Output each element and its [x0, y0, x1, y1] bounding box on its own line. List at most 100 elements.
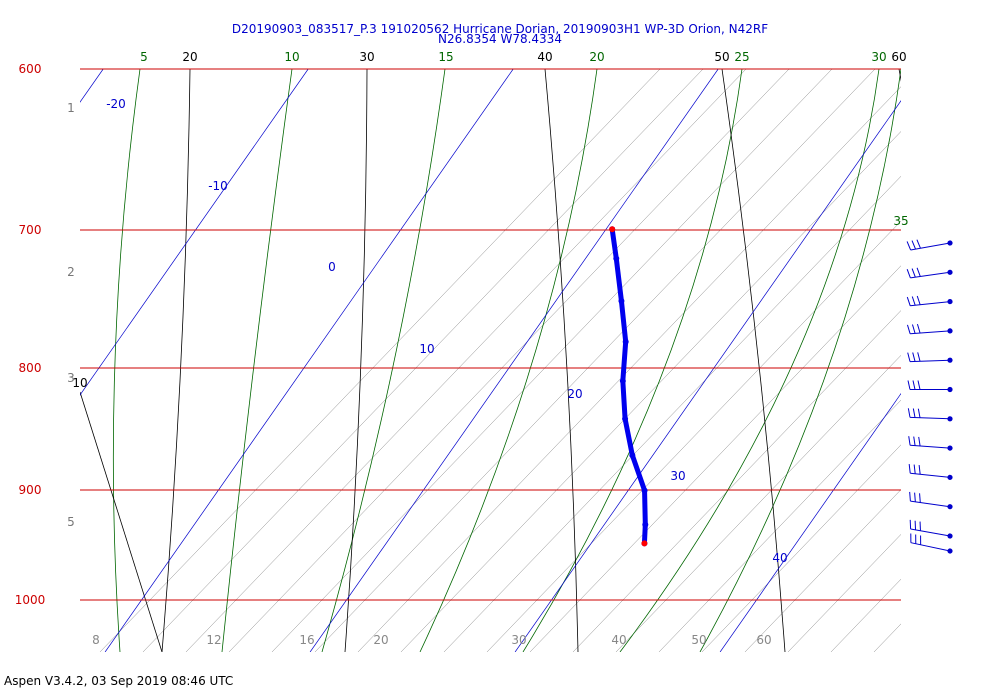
sounding-point	[618, 297, 625, 304]
height-label: 3	[67, 371, 75, 385]
chart-subtitle: N26.8354 W78.4334	[438, 32, 562, 46]
mixing-ratio-line	[744, 489, 901, 652]
mixing-ratio-label: 60	[756, 633, 771, 647]
dry-adiabats	[80, 69, 901, 652]
isotherm-line	[80, 69, 309, 396]
wind-barb	[910, 533, 953, 554]
wind-barb	[906, 267, 953, 279]
wind-barb-staff	[910, 416, 951, 420]
isotherm-line	[104, 69, 514, 652]
sounding-point	[622, 338, 629, 345]
dry-adiabat-line	[721, 69, 786, 652]
wind-barb-feather	[911, 296, 916, 306]
moist-adiabat-label: 35	[893, 214, 908, 228]
height-label: 1	[67, 101, 75, 115]
wind-barb-feather	[910, 533, 912, 543]
mixing-ratio-line	[314, 69, 876, 652]
mixing-ratio-line	[658, 399, 901, 652]
isotherm-label: 20	[567, 387, 582, 401]
mixing-ratio-label: 8	[92, 633, 100, 647]
moist-adiabats	[112, 69, 901, 652]
height-label: 2	[67, 265, 75, 279]
wind-barb	[909, 491, 953, 510]
mixing-ratio-line	[228, 69, 790, 652]
wind-barb-feather	[920, 535, 922, 545]
isotherm-line	[80, 69, 104, 103]
dry-adiabat-label: 40	[537, 50, 552, 64]
sounding-point	[613, 255, 620, 262]
wind-barb-staff	[910, 271, 951, 279]
wind-barb-point	[947, 386, 953, 393]
wind-barb	[907, 408, 953, 422]
wind-barb	[909, 519, 953, 539]
mixing-ratio-line	[529, 265, 901, 652]
dry-adiabat-line	[80, 391, 163, 652]
sounding-end-point	[641, 540, 648, 547]
sounding-start-point	[609, 226, 616, 233]
dry-adiabat-label: 50	[714, 50, 729, 64]
chart-title: D20190903_083517_P.3 191020562 Hurricane…	[232, 22, 768, 36]
mixing-ratio-line	[271, 69, 833, 652]
wind-barb-staff	[910, 500, 951, 508]
mixing-ratio-lines	[99, 69, 901, 652]
mixing-ratio-label: 16	[299, 633, 314, 647]
wind-barb-feather	[918, 465, 921, 475]
wind-barb-feather	[914, 492, 916, 502]
wind-barb-feather	[909, 491, 911, 502]
wind-barb	[906, 295, 953, 307]
isotherm-label: -20	[106, 97, 126, 111]
wind-barb-feather	[917, 380, 921, 390]
wind-barb-feather	[915, 534, 917, 544]
wind-barb-feather	[913, 464, 916, 474]
sounding-point	[629, 452, 636, 459]
dry-adiabat-label: 10	[72, 376, 87, 390]
mixing-ratio-line	[615, 354, 901, 652]
wind-barb-feather	[911, 324, 916, 334]
wind-barb-point	[947, 533, 953, 539]
wind-barb-staff	[910, 359, 951, 363]
wind-barb-feather	[906, 324, 911, 334]
pressure-label: 600	[19, 62, 42, 76]
wind-barb-feather	[917, 352, 921, 362]
wind-barb-feather	[911, 268, 916, 278]
moist-adiabat-line	[221, 69, 293, 652]
wind-barb-feather	[912, 408, 916, 418]
mixing-ratio-line	[142, 69, 704, 652]
wind-barb-staff	[910, 301, 951, 307]
pressure-label: 900	[19, 483, 42, 497]
mixing-ratio-line	[185, 69, 747, 652]
mixing-ratio-label: 50	[691, 633, 706, 647]
pressure-label: 1000	[15, 593, 46, 607]
moist-adiabat-label: 5	[140, 50, 148, 64]
wind-barb	[906, 239, 953, 251]
isotherm-label: 0	[328, 260, 336, 274]
wind-barb-feather	[916, 295, 921, 305]
wind-barb-feather	[912, 352, 916, 362]
mixing-ratio-line	[701, 444, 901, 652]
dry-adiabat-label: 60	[891, 50, 906, 64]
moist-adiabat-label: 20	[589, 50, 604, 64]
sounding-trace	[609, 226, 649, 547]
wind-barb-point	[947, 416, 953, 422]
height-label: 5	[67, 515, 75, 529]
wind-barb-feather	[908, 464, 911, 474]
mixing-ratio-label: 12	[206, 633, 221, 647]
wind-barb-feather	[907, 380, 911, 390]
sounding-point	[642, 521, 649, 528]
wind-barb-feather	[917, 408, 921, 418]
wind-barb-point	[947, 548, 953, 554]
moist-adiabat-line	[522, 69, 743, 652]
isotherm-label: 40	[772, 551, 787, 565]
mixing-ratio-label: 30	[511, 633, 526, 647]
wind-barb-point	[947, 299, 953, 305]
moist-adiabat-line	[619, 69, 880, 652]
moist-adiabat-label: 15	[438, 50, 453, 64]
pressure-label: 700	[19, 223, 42, 237]
mixing-ratio-line	[400, 131, 901, 652]
wind-barb-feather	[913, 436, 916, 446]
wind-barb-point	[947, 504, 953, 510]
wind-barb-feather	[906, 296, 911, 306]
moist-adiabat-label: 10	[284, 50, 299, 64]
